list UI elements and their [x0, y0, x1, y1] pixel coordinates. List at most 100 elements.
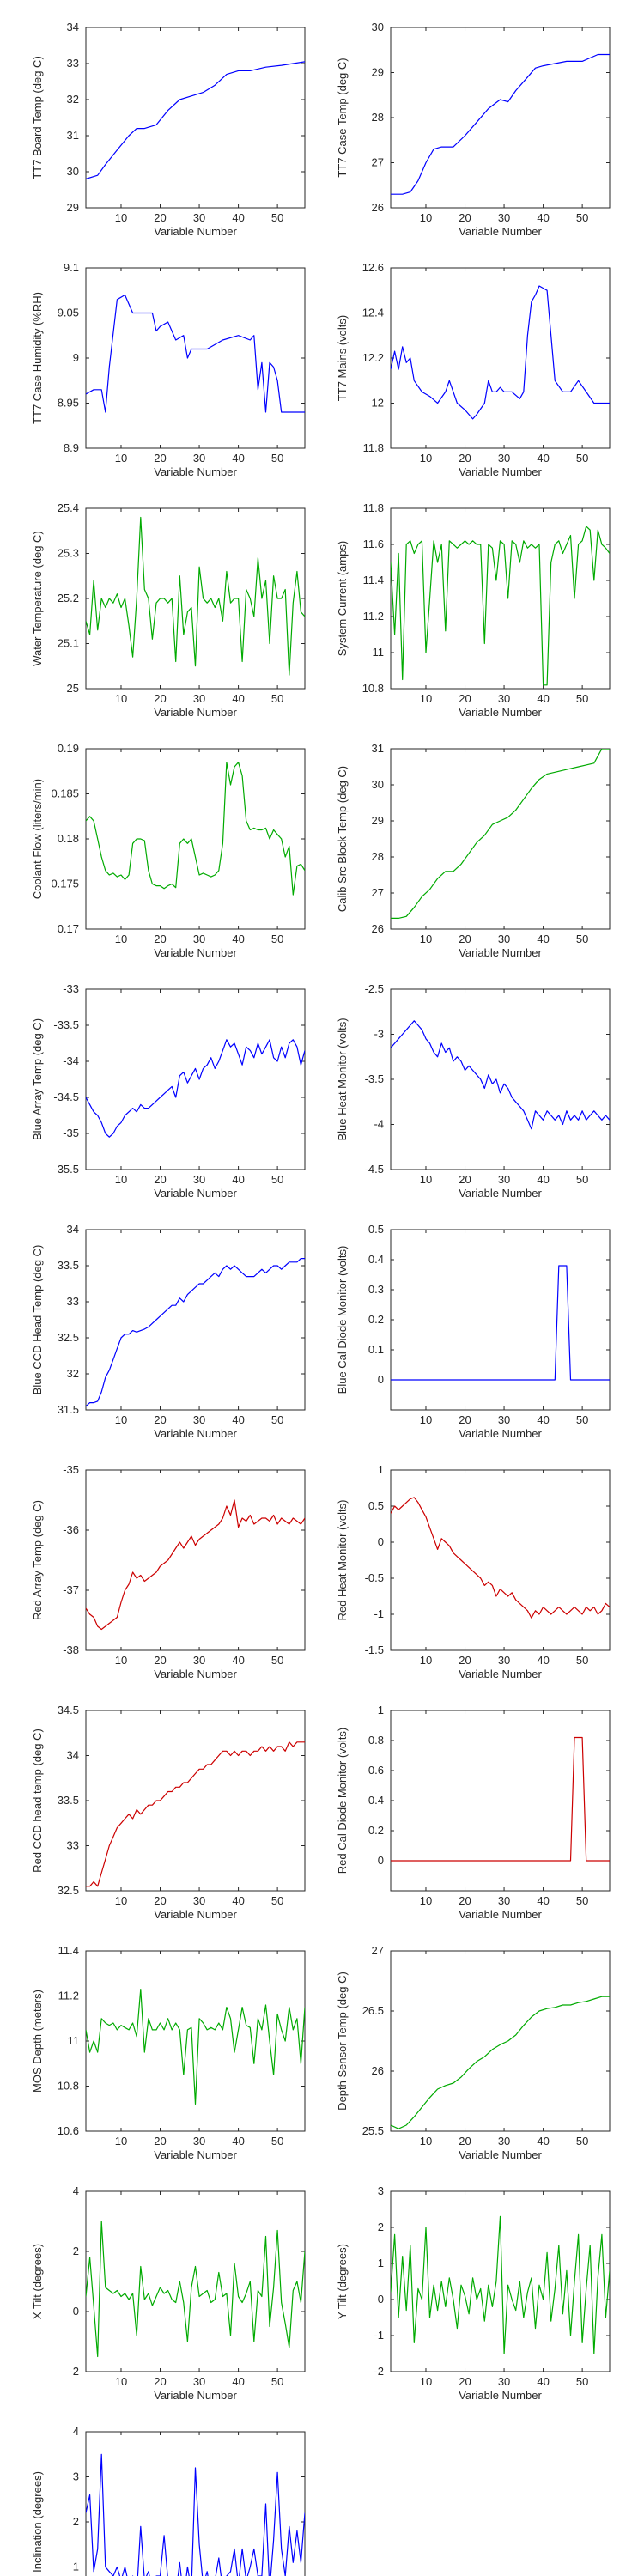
chart-5-ytick-label: 25.2: [58, 592, 79, 605]
chart-18-xlabel: Variable Number: [459, 2148, 542, 2161]
chart-15-xlabel: Variable Number: [154, 1908, 237, 1921]
chart-8-ytick-label: 28: [372, 850, 384, 863]
chart-21-ytick-label: 4: [73, 2425, 79, 2438]
chart-4: 10 20 30 40 50 11.8 12 12.2 12.4 12.6 Variable Num…: [336, 261, 611, 478]
chart-16-xlabel: Variable Number: [459, 1908, 542, 1921]
chart-10-xlabel: Variable Number: [459, 1187, 542, 1200]
chart-2-ytick-label: 29: [372, 66, 384, 79]
chart-8-ytick-label: 29: [372, 814, 384, 827]
chart-16-xtick-label: 40: [537, 1894, 549, 1907]
chart-1-ytick-label: 34: [67, 21, 79, 33]
chart-8-xtick-label: 40: [537, 933, 549, 945]
chart-2-xtick-label: 10: [420, 211, 432, 224]
chart-10-ytick-label: -4.5: [365, 1163, 384, 1176]
chart-6-ylabel: System Current (amps): [336, 541, 349, 656]
chart-5-xtick-label: 20: [154, 692, 166, 705]
chart-21-ytick-label: 3: [73, 2470, 79, 2483]
chart-20-series-line: [391, 2215, 610, 2354]
chart-2-xtick-label: 30: [498, 211, 510, 224]
chart-4-xtick-label: 20: [459, 452, 471, 465]
chart-11-xtick-label: 50: [271, 1413, 283, 1426]
chart-15-xtick-label: 10: [115, 1894, 127, 1907]
chart-13-xtick-label: 20: [154, 1654, 166, 1667]
chart-20-ylabel: Y Tilt (degrees): [336, 2244, 349, 2319]
chart-10-xtick-label: 20: [459, 1173, 471, 1186]
chart-3-series-line: [86, 294, 305, 413]
chart-10: 10 20 30 40 50 -4.5 -4 -3.5 -3 -2.5 Variable Numbe…: [336, 982, 611, 1200]
chart-9-ytick-label: -35: [63, 1127, 79, 1139]
chart-18-xtick-label: 30: [498, 2135, 510, 2148]
chart-2-xtick-label: 20: [459, 211, 471, 224]
chart-5-ytick-label: 25.4: [58, 501, 79, 514]
chart-16-ytick-label: 0.6: [368, 1764, 384, 1777]
chart-12-xtick-label: 40: [537, 1413, 549, 1426]
chart-16: 10 20 30 40 50 0 0.2 0.4 0.6 0.8 1 Variable Number R…: [336, 1704, 611, 1921]
chart-20-xtick-label: 40: [537, 2375, 549, 2388]
chart-7-series-line: [86, 762, 305, 896]
chart-6-xtick-label: 50: [576, 692, 588, 705]
chart-9-ylabel: Blue Array Temp (deg C): [31, 1018, 44, 1140]
chart-19-series-line: [86, 2221, 305, 2358]
chart-19-axes-box: [85, 2190, 306, 2372]
chart-8: 10 20 30 40 50 26 27 28 29 30 31 Variable Number Cal…: [336, 742, 611, 959]
chart-4-xtick-label: 10: [420, 452, 432, 465]
chart-15-ytick-label: 33.5: [58, 1794, 79, 1807]
chart-16-xtick-label: 50: [576, 1894, 588, 1907]
chart-18-series-line: [391, 1996, 610, 2129]
chart-14-ytick-label: 0.5: [368, 1499, 384, 1512]
chart-17-ytick-label: 11.2: [58, 1990, 79, 2002]
chart-18-ytick-label: 25.5: [362, 2124, 384, 2137]
chart-6-xlabel: Variable Number: [459, 706, 542, 719]
chart-1-ytick-label: 30: [67, 165, 79, 178]
chart-11-xlabel: Variable Number: [154, 1427, 237, 1440]
chart-3-xlabel: Variable Number: [154, 465, 237, 478]
chart-9-ytick-label: -34.5: [53, 1091, 79, 1103]
chart-12-xtick-label: 20: [459, 1413, 471, 1426]
chart-9: 10 20 30 40 50 -35.5 -35 -34.5 -34 -33.5 -33 Variab…: [31, 982, 306, 1200]
chart-4-xtick-label: 40: [537, 452, 549, 465]
chart-3-xtick-label: 50: [271, 452, 283, 465]
chart-21-series-line: [86, 2453, 305, 2576]
chart-20-ytick-label: 2: [378, 2221, 384, 2233]
chart-10-series-line: [391, 1020, 610, 1130]
chart-12-ytick-label: 0.3: [368, 1283, 384, 1296]
chart-14-series-line: [391, 1497, 610, 1619]
chart-3-ytick-label: 9: [73, 351, 79, 364]
chart-6-axes-box: [390, 507, 611, 690]
chart-13-xlabel: Variable Number: [154, 1668, 237, 1680]
chart-6-ytick-label: 11.4: [363, 574, 384, 586]
chart-7-xtick-label: 30: [193, 933, 205, 945]
chart-3-axes-box: [85, 267, 306, 449]
chart-16-ytick-label: 0.8: [368, 1734, 384, 1747]
chart-4-ytick-label: 12.4: [362, 307, 384, 319]
chart-6-ytick-label: 10.8: [362, 682, 384, 695]
chart-7-axes-box: [85, 748, 306, 930]
chart-16-xtick-label: 30: [498, 1894, 510, 1907]
chart-4-series-line: [391, 285, 610, 420]
chart-20-xtick-label: 50: [576, 2375, 588, 2388]
chart-15-xtick-label: 30: [193, 1894, 205, 1907]
chart-19-xlabel: Variable Number: [154, 2389, 237, 2402]
chart-5: 10 20 30 40 50 25 25.1 25.2 25.3 25.4 Variable Num…: [31, 501, 306, 719]
chart-16-ytick-label: 0.4: [368, 1794, 384, 1807]
chart-9-series-line: [86, 1039, 305, 1138]
chart-18-ytick-label: 27: [372, 1944, 384, 1957]
chart-9-axes-box: [85, 988, 306, 1170]
chart-10-xtick-label: 30: [498, 1173, 510, 1186]
chart-11-ytick-label: 32: [67, 1367, 79, 1380]
chart-1-axes-box: [85, 27, 306, 209]
chart-9-xtick-label: 40: [232, 1173, 244, 1186]
chart-6-xtick-label: 20: [459, 692, 471, 705]
chart-11-series-line: [86, 1257, 305, 1407]
chart-14-xtick-label: 10: [420, 1654, 432, 1667]
chart-21-ytick-label: 1: [73, 2561, 79, 2573]
chart-12-xtick-label: 50: [576, 1413, 588, 1426]
chart-20-xtick-label: 20: [459, 2375, 471, 2388]
chart-6: 10 20 30 40 50 10.8 11 11.2 11.4 11.6 11.8 Variable…: [336, 501, 611, 719]
chart-11-ytick-label: 31.5: [58, 1403, 79, 1416]
chart-17-xtick-label: 10: [115, 2135, 127, 2148]
chart-18-ylabel: Depth Sensor Temp (deg C): [336, 1971, 349, 2111]
chart-9-ytick-label: -34: [63, 1054, 79, 1067]
chart-1: 10 20 30 40 50 29 30 31 32 33 34 Variable Number TT7…: [31, 21, 306, 238]
chart-4-axes-box: [390, 267, 611, 449]
